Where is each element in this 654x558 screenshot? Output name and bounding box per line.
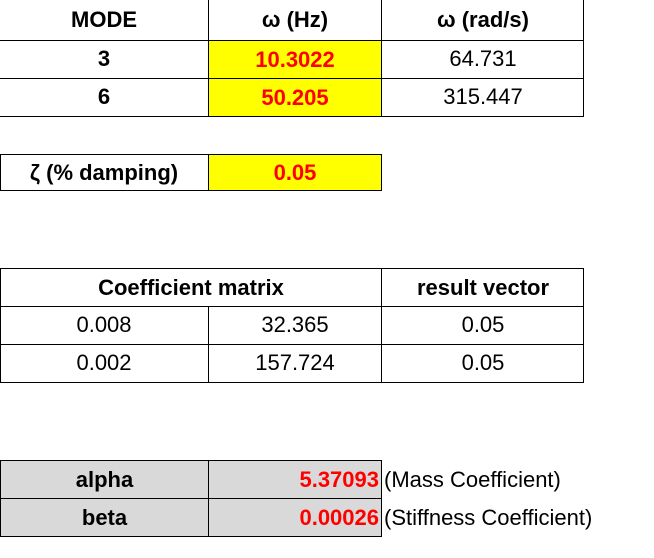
- grid-line: [0, 78, 584, 79]
- omega-hz-cell: 50.205: [209, 79, 381, 116]
- omega-hz-cell: 10.3022: [209, 41, 381, 78]
- beta-value: 0.00026: [209, 499, 381, 536]
- grid-line: [0, 536, 382, 537]
- modes-header-hz: ω (Hz): [261, 7, 329, 32]
- grid-line: [0, 190, 382, 191]
- matrix-cell: 0.002: [76, 350, 132, 375]
- damping-value: 0.05: [209, 155, 381, 190]
- grid-line: [0, 306, 584, 307]
- grid-line: [381, 0, 382, 116]
- beta-label: beta: [1, 499, 208, 536]
- mode-cell: 3: [97, 46, 111, 71]
- omega-rad-cell: 64.731: [449, 46, 517, 71]
- beta-note: (Stiffness Coefficient): [384, 504, 593, 530]
- grid-line: [208, 0, 209, 116]
- grid-line: [0, 40, 584, 41]
- grid-line: [583, 0, 584, 116]
- omega-rad-cell: 315.447: [443, 84, 523, 109]
- grid-line: [208, 460, 209, 537]
- vector-cell: 0.05: [461, 350, 505, 375]
- modes-header-rad: ω (rad/s): [437, 7, 529, 32]
- matrix-cell: 157.724: [255, 350, 335, 375]
- grid-line: [0, 498, 382, 499]
- damping-label: ζ (% damping): [29, 159, 179, 185]
- coefficient-matrix-header: Coefficient matrix: [98, 274, 284, 300]
- grid-line: [0, 268, 584, 269]
- modes-header-mode: MODE: [71, 7, 137, 32]
- grid-line: [0, 344, 584, 345]
- grid-line: [0, 460, 382, 461]
- matrix-cell: 0.008: [76, 312, 132, 337]
- grid-line: [0, 382, 584, 383]
- grid-line: [583, 268, 584, 383]
- mode-cell: 6: [97, 84, 111, 109]
- grid-line: [208, 154, 209, 191]
- grid-line: [0, 116, 584, 117]
- grid-line: [381, 154, 382, 191]
- grid-line: [381, 460, 382, 537]
- grid-line: [208, 306, 209, 383]
- matrix-cell: 32.365: [261, 312, 329, 337]
- vector-cell: 0.05: [461, 312, 505, 337]
- grid-line: [381, 268, 382, 383]
- grid-line: [0, 268, 1, 383]
- alpha-value: 5.37093: [209, 461, 381, 498]
- grid-line: [0, 154, 1, 191]
- grid-line: [0, 154, 382, 155]
- alpha-label: alpha: [1, 461, 208, 498]
- grid-line: [0, 460, 1, 537]
- alpha-note: (Mass Coefficient): [384, 466, 561, 492]
- result-vector-header: result vector: [416, 274, 550, 300]
